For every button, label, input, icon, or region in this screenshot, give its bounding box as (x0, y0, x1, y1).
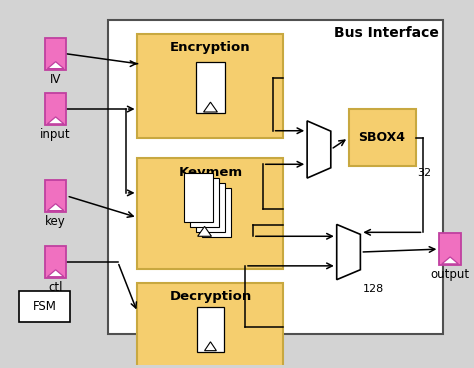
Bar (196, 62, 225, 113)
Polygon shape (442, 257, 458, 264)
Polygon shape (205, 342, 217, 351)
Bar (19, 290, 71, 322)
Polygon shape (47, 117, 64, 124)
Bar (190, 178, 219, 227)
Polygon shape (337, 224, 360, 280)
Bar (45, 93, 66, 125)
Polygon shape (203, 102, 218, 112)
Polygon shape (47, 270, 64, 277)
Bar (439, 233, 461, 265)
Bar (348, 109, 416, 166)
Text: FSM: FSM (33, 300, 57, 313)
Text: Decryption: Decryption (169, 290, 252, 303)
Bar (45, 38, 66, 70)
Bar (108, 20, 443, 334)
Bar (201, 188, 231, 237)
Bar (137, 34, 283, 138)
Text: output: output (430, 268, 470, 281)
Bar (137, 283, 283, 368)
Text: IV: IV (50, 72, 61, 85)
Bar (196, 183, 225, 232)
Text: 32: 32 (418, 168, 432, 178)
Polygon shape (47, 62, 64, 68)
Text: ctl: ctl (48, 281, 63, 294)
Polygon shape (47, 204, 64, 210)
Text: Encryption: Encryption (170, 41, 251, 54)
Bar (45, 180, 66, 212)
Polygon shape (198, 226, 211, 236)
Text: Keymem: Keymem (178, 166, 243, 179)
Text: key: key (45, 215, 66, 227)
Bar (137, 158, 283, 269)
Text: 128: 128 (362, 284, 383, 294)
Bar (184, 173, 213, 223)
Bar (45, 246, 66, 278)
Bar (197, 307, 224, 352)
Text: input: input (40, 128, 71, 141)
Text: SBOX4: SBOX4 (358, 131, 406, 144)
Text: Bus Interface: Bus Interface (334, 26, 439, 40)
Polygon shape (307, 121, 331, 178)
